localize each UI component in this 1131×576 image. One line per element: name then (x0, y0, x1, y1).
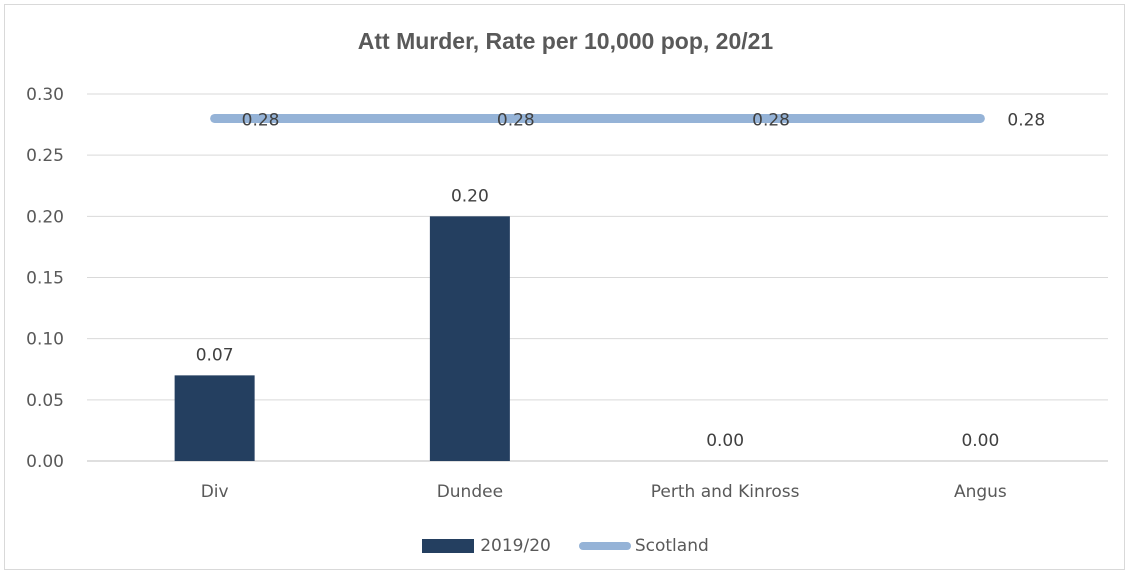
legend-label-2019-20: 2019/20 (480, 536, 551, 556)
bar (429, 216, 510, 461)
y-tick-label: 0.15 (26, 269, 64, 289)
chart-area (4, 4, 1125, 570)
legend-swatch-bar (422, 539, 475, 553)
y-tick-label: 0.30 (26, 85, 64, 105)
y-tick-label: 0.05 (26, 391, 64, 411)
bar (174, 375, 255, 461)
y-tick-label: 0.00 (26, 452, 64, 472)
legend-item-scotland: Scotland (578, 536, 709, 556)
line-data-label: 0.28 (752, 110, 790, 130)
x-tick-label: Angus (954, 482, 1007, 502)
line-data-label: 0.28 (1007, 110, 1045, 130)
bar-data-label: 0.00 (706, 431, 744, 451)
y-tick-label: 0.25 (26, 146, 64, 166)
legend-item-2019-20: 2019/20 (422, 536, 551, 556)
line-data-label: 0.28 (242, 110, 280, 130)
bar-data-label: 0.20 (451, 186, 489, 206)
x-tick-label: Perth and Kinross (651, 482, 800, 502)
y-tick-label: 0.20 (26, 207, 64, 227)
line-data-label: 0.28 (497, 110, 535, 130)
x-tick-label: Dundee (437, 482, 503, 502)
x-tick-label: Div (201, 482, 229, 502)
bar-data-label: 0.00 (961, 431, 999, 451)
legend-swatch-line (578, 542, 631, 550)
legend-label-scotland: Scotland (634, 536, 709, 556)
bar-data-label: 0.07 (196, 345, 234, 365)
y-tick-label: 0.10 (26, 330, 64, 350)
chart-title: Att Murder, Rate per 10,000 pop, 20/21 (357, 28, 774, 54)
chart-legend: 2019/20 Scotland (0, 533, 1131, 559)
